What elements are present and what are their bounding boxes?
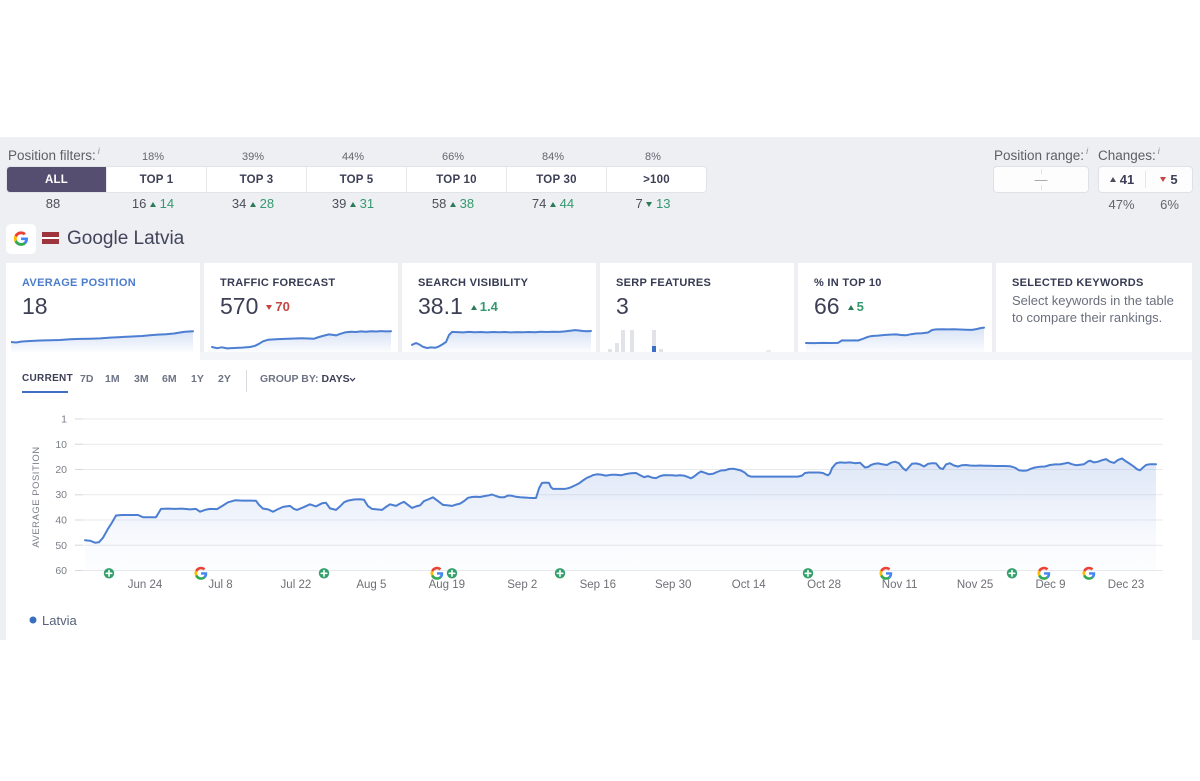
- svg-text:Oct 28: Oct 28: [807, 579, 841, 591]
- svg-text:AVERAGE POSITION: AVERAGE POSITION: [31, 446, 42, 547]
- svg-text:Aug 19: Aug 19: [429, 579, 465, 591]
- svg-text:Nov 11: Nov 11: [882, 579, 918, 591]
- svg-text:Dec 23: Dec 23: [1108, 579, 1144, 591]
- svg-text:Jul 8: Jul 8: [208, 579, 232, 591]
- svg-text:Nov 25: Nov 25: [957, 579, 993, 591]
- svg-text:60: 60: [55, 565, 67, 577]
- svg-text:Dec 9: Dec 9: [1035, 579, 1065, 591]
- svg-text:50: 50: [55, 540, 67, 552]
- svg-text:1: 1: [61, 414, 67, 426]
- svg-text:Aug 5: Aug 5: [356, 579, 386, 591]
- svg-text:10: 10: [55, 439, 67, 451]
- svg-text:Sep 2: Sep 2: [507, 579, 537, 591]
- svg-text:Oct 14: Oct 14: [732, 579, 766, 591]
- svg-text:40: 40: [55, 515, 67, 527]
- svg-text:Jul 22: Jul 22: [281, 579, 312, 591]
- svg-text:30: 30: [55, 489, 67, 501]
- svg-text:20: 20: [55, 464, 67, 476]
- svg-text:Jun 24: Jun 24: [128, 579, 163, 591]
- svg-text:Latvia: Latvia: [42, 613, 77, 628]
- svg-text:Sep 30: Sep 30: [655, 579, 691, 591]
- svg-text:Sep 16: Sep 16: [580, 579, 616, 591]
